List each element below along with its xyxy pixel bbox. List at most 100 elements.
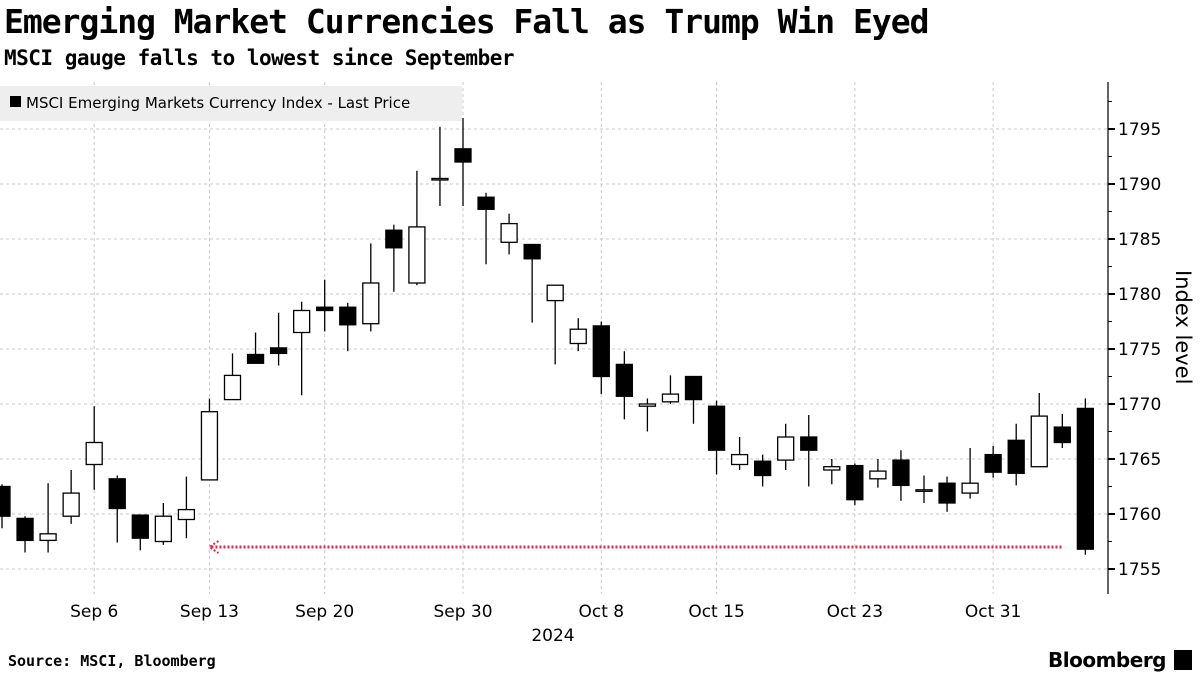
candle [431,126,449,206]
candle [108,475,126,543]
legend-box [0,86,462,121]
bloomberg-logo: Bloomberg [1048,648,1166,672]
candle [316,279,334,332]
candle-body-down [707,405,726,451]
candle [85,406,103,490]
candle-body-up [431,177,449,181]
candle-body-down [339,306,357,326]
candle-body-down [1053,426,1071,444]
candle-body-down [108,478,126,510]
candle-body-up [408,226,426,284]
candle-body-down [477,196,495,210]
x-axis-year-label: 2024 [531,626,574,646]
candle [223,353,242,401]
candle-body-down [246,353,265,364]
candle [638,398,657,432]
candle-body-up [546,284,564,302]
candle-body-up [569,328,587,345]
candle-body-up [154,515,173,543]
candle [362,243,380,332]
candle [16,516,34,553]
candle [523,243,541,323]
x-tick-label: Oct 8 [578,602,624,622]
candle-body-up [500,222,518,243]
candle-body-up [915,489,933,492]
x-tick-label: Sep 30 [433,602,492,622]
candle-body-up [200,411,219,481]
candle [39,483,57,553]
candle [454,118,472,206]
candle-body-up [362,282,380,325]
candle-body-down [131,514,149,539]
legend-swatch [10,96,21,107]
candle [339,302,357,352]
y-tick-label: 1770 [1118,395,1161,415]
candle-body-down [800,436,818,451]
candle-body-up [869,470,887,480]
candle [546,284,564,365]
candle [246,332,265,364]
candle [385,224,403,292]
candle [569,318,587,352]
candle-body-down [892,459,910,487]
candle-body-down [316,306,334,312]
candle [1053,413,1071,448]
candle [869,459,887,488]
candle [1007,423,1025,486]
candle-body-down [846,464,864,501]
candle [938,476,956,512]
y-tick-label: 1790 [1118,175,1161,195]
candle [846,463,864,506]
y-axis-label: Index level [1171,270,1195,384]
candle [684,375,703,424]
y-tick-label: 1785 [1118,230,1161,250]
candle [961,448,979,499]
x-tick-label: Sep 6 [70,602,118,622]
candle [592,321,610,395]
candle-body-down [385,229,403,249]
candle [1076,398,1094,555]
candle-body-up [638,403,657,407]
candle-body-down [454,148,472,163]
x-tick-label: Oct 23 [827,602,883,622]
candle-body-up [62,492,80,517]
y-tick-label: 1775 [1118,340,1161,360]
x-tick-label: Oct 31 [965,602,1021,622]
candle-body-up [177,508,196,521]
candle-body-up [730,453,749,466]
candle-body-up [777,436,795,461]
candle-body-up [961,482,979,494]
candle [707,400,726,475]
bloomberg-terminal-icon [1174,650,1192,670]
candle [730,437,749,470]
y-tick-label: 1780 [1118,285,1161,305]
candle [477,192,495,265]
candle-body-down [592,325,610,378]
candle [62,470,80,524]
candle-body-up [1030,415,1048,468]
candle-body-down [269,347,288,355]
candle [408,170,426,286]
candle [154,503,173,545]
chart-title: Emerging Market Currencies Fall as Trump… [4,2,930,41]
source-note: Source: MSCI, Bloomberg [8,652,216,670]
candle [269,312,288,366]
candle [661,375,680,404]
candle [292,301,311,396]
candle-body-down [523,243,541,260]
y-tick-label: 1755 [1118,560,1161,580]
candle-body-up [85,441,103,466]
candle-body-up [292,309,311,334]
candle [615,351,633,420]
candle-body-down [16,517,34,542]
candle [0,484,11,529]
legend-label: MSCI Emerging Markets Currency Index - L… [26,94,410,112]
candle [754,454,772,487]
candle [1030,393,1048,468]
y-tick-label: 1765 [1118,450,1161,470]
candle [500,213,518,255]
chart-subtitle: MSCI gauge falls to lowest since Septemb… [4,46,515,70]
candle-body-down [0,485,11,517]
candle-body-up [223,374,242,401]
